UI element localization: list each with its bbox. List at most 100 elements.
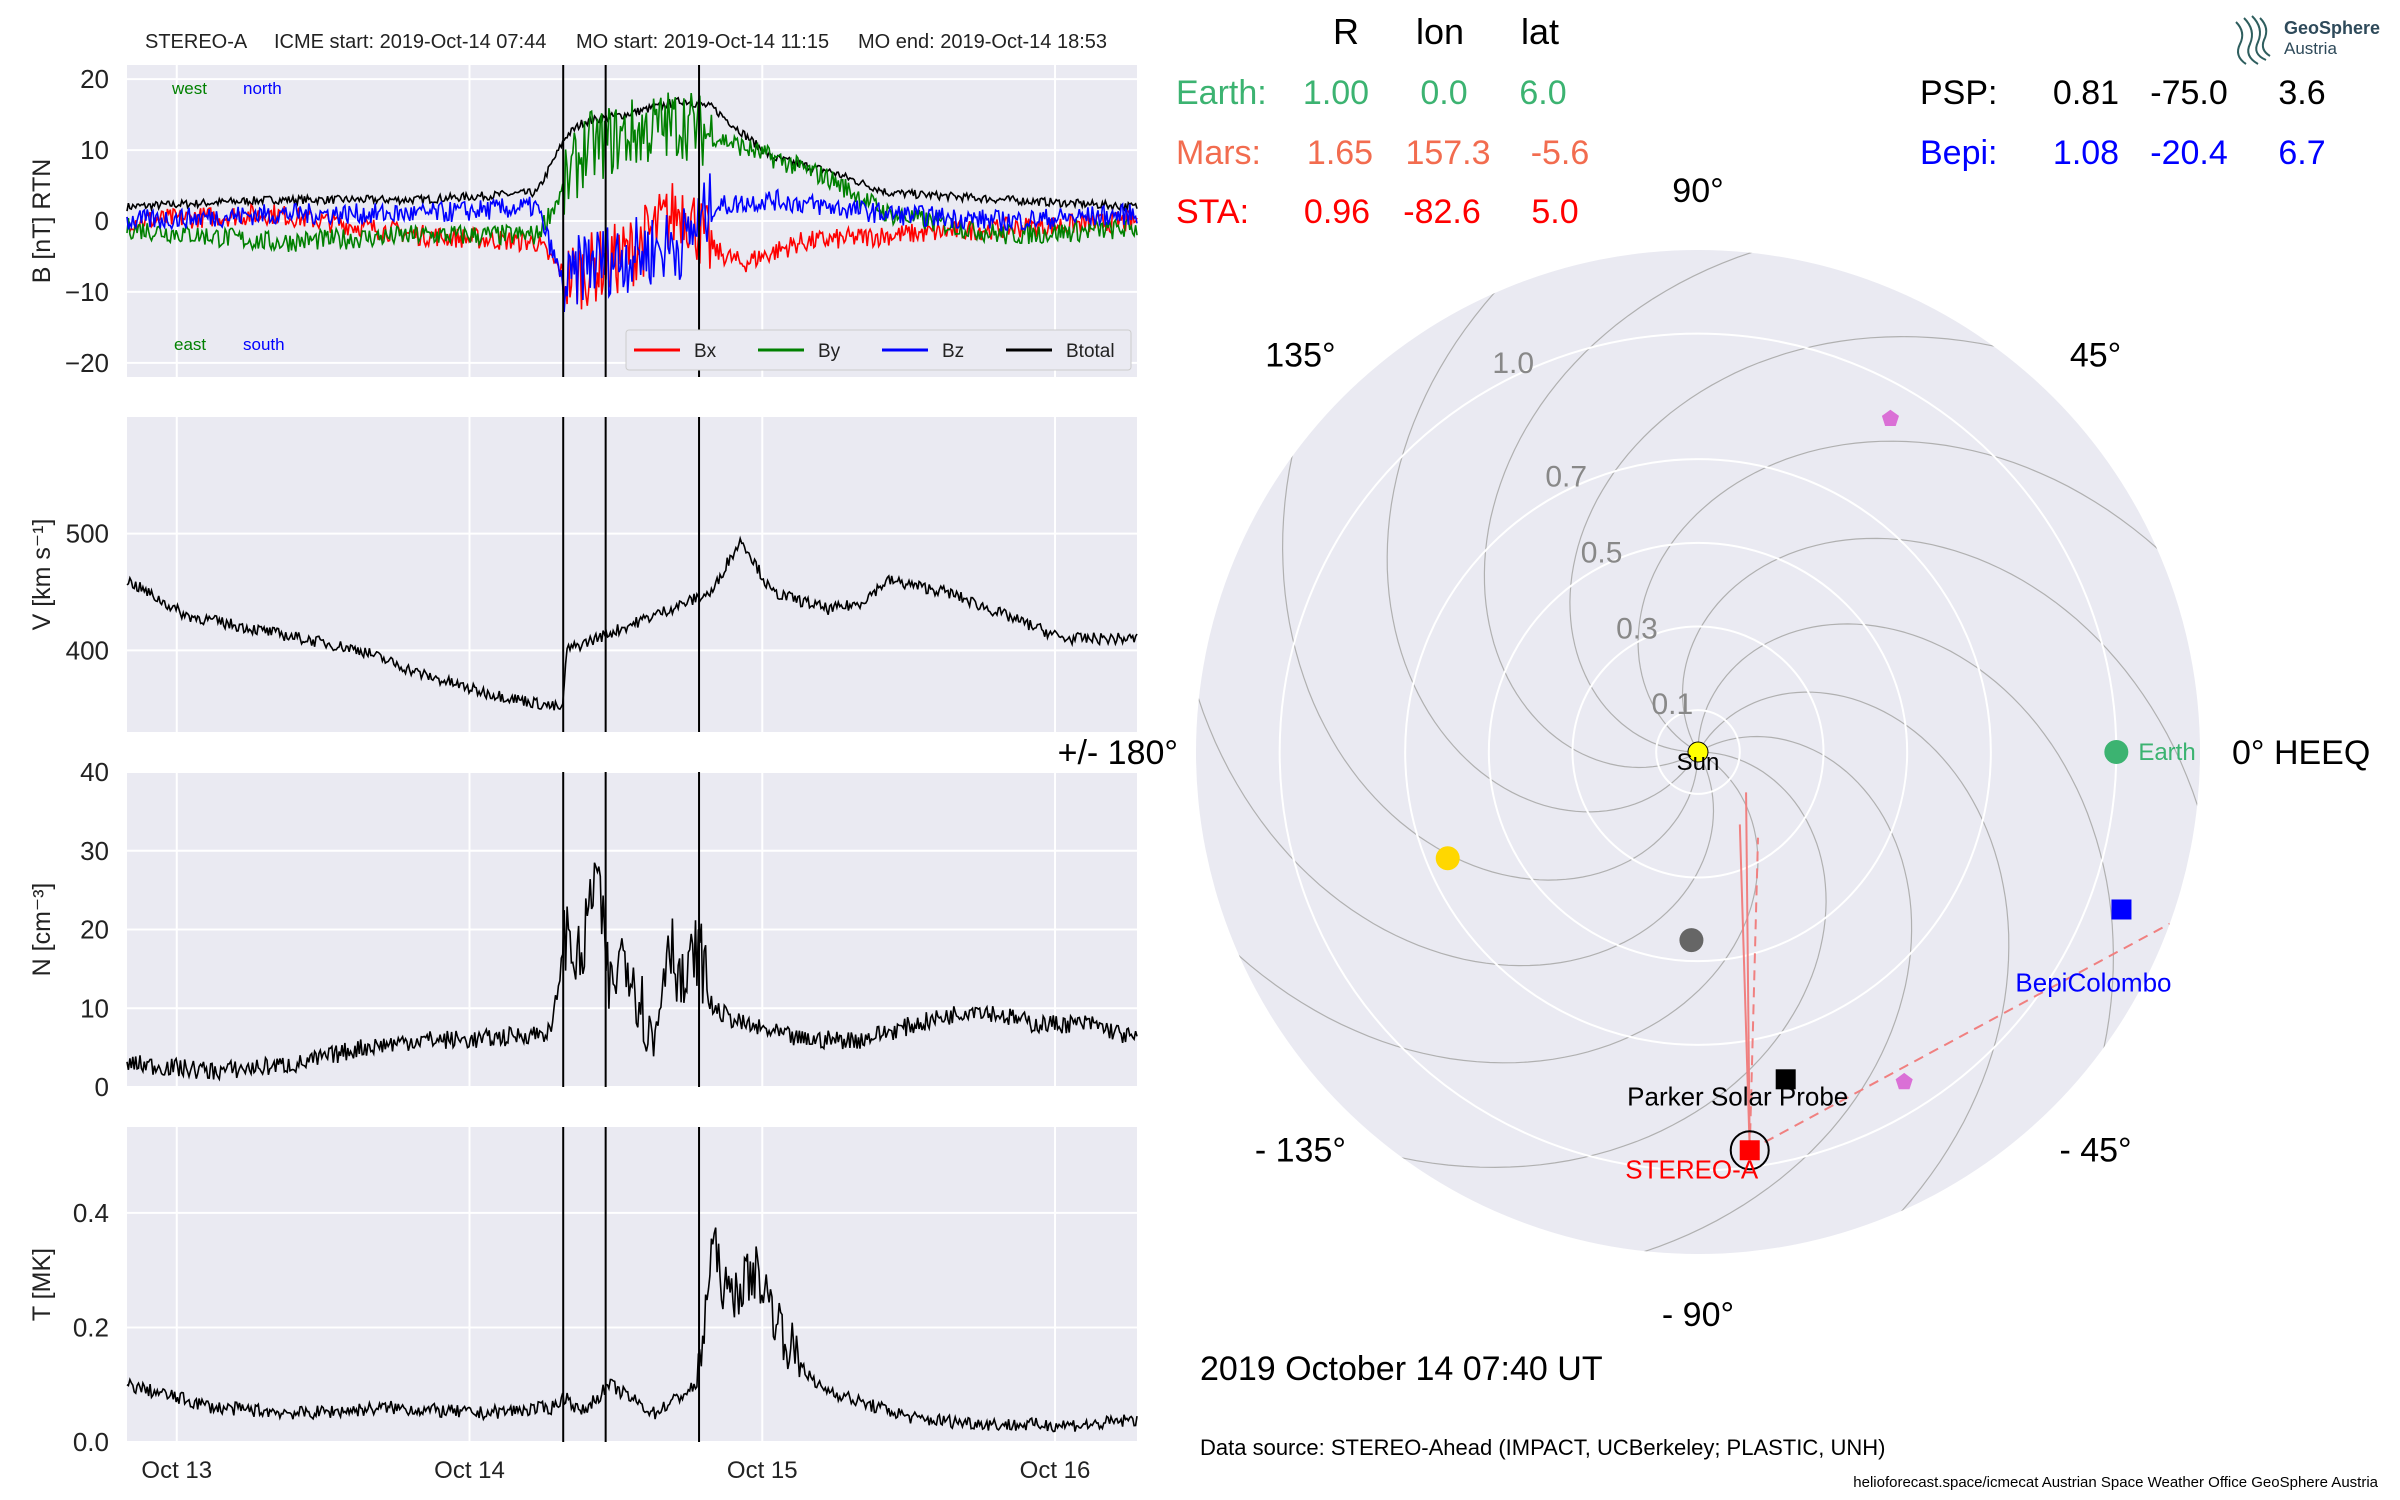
y-tick-label: 0 (95, 1072, 109, 1102)
series-line-bx (126, 183, 1138, 310)
marker-unlabeled (1435, 846, 1460, 871)
panel-3: 0.4 0.2 0.0 T [MK] (28, 1127, 1138, 1457)
y-tick-label: 0.4 (73, 1198, 109, 1228)
row-bepi-r: 1.08 (2053, 134, 2119, 172)
date-label: 2019 October 14 07:40 UT (1200, 1350, 1603, 1388)
y-tick-label: 30 (80, 836, 109, 866)
body-label-stereo-a: STEREO-A (1625, 1154, 1759, 1184)
angle-label: - 135° (1255, 1132, 1346, 1170)
row-bepi-lat: 6.7 (2278, 134, 2325, 172)
y-tick-label: 20 (80, 64, 109, 94)
geosphere-logo: GeoSphere Austria (2235, 15, 2380, 65)
east-label: east (174, 335, 206, 354)
y-tick-label: 400 (66, 635, 109, 665)
marker-sun (1687, 741, 1709, 763)
marker-pentagon (1895, 1072, 1913, 1090)
table-header-lat: lat (1521, 11, 1559, 52)
y-tick-label: 0 (95, 206, 109, 236)
panel-v-bg (127, 417, 1137, 732)
logo-line2: Austria (2284, 39, 2337, 58)
body-label-psp: Parker Solar Probe (1627, 1081, 1848, 1111)
marker-pentagon (1881, 409, 1899, 426)
logo-swirl-icon (2235, 15, 2271, 65)
y-tick-label: −10 (65, 277, 109, 307)
panel-2: 40 30 20 10 0 N [cm⁻³] (28, 757, 1138, 1102)
spiral-line (1386, 250, 1699, 813)
angle-label: 0° HEEQ (2232, 734, 2370, 772)
parker-spirals (1196, 250, 2200, 1254)
angle-label: 90° (1672, 172, 1723, 210)
mo-start-label: MO start: 2019-Oct-14 11:15 (576, 31, 829, 53)
series-line-t (126, 1227, 1138, 1433)
y-tick-label: 0.0 (73, 1427, 109, 1457)
y-tick-label: 10 (80, 135, 109, 165)
marker-stereo-a (1739, 1140, 1760, 1161)
x-tick-label: Oct 15 (727, 1457, 798, 1484)
data-source-label: Data source: STEREO-Ahead (IMPACT, UCBer… (1200, 1435, 1885, 1460)
radial-label: 0.1 (1651, 688, 1693, 721)
row-bepi-lon: -20.4 (2150, 134, 2228, 172)
polar-plot: 0.1 0.3 0.5 0.7 1.0 90° 45° 0° HEEQ - 45° - 90° - … (1058, 172, 2371, 1334)
y-axis-label: T [MK] (28, 1248, 56, 1321)
panel-0: 20 10 0 −10 −20 B [nT] RTN (28, 64, 1138, 378)
spiral-line (1681, 537, 2200, 907)
spiral-line (1697, 623, 2115, 1147)
sta-ring (1729, 1130, 1770, 1171)
spiral-line (1483, 250, 1853, 769)
y-axis-label: B [nT] RTN (28, 159, 56, 284)
y-tick-label: 40 (80, 757, 109, 787)
series-line-n (126, 862, 1138, 1082)
panel-t-bg (127, 1127, 1137, 1442)
credits-label: helioforecast.space/icmecat Austrian Spa… (1853, 1474, 2378, 1491)
legend-label-by: By (818, 341, 841, 362)
radial-label: 0.7 (1545, 461, 1587, 494)
y-axis-label: N [cm⁻³] (28, 883, 56, 977)
north-label: north (243, 79, 282, 98)
x-tick-label: Oct 14 (434, 1457, 505, 1484)
y-tick-label: −20 (65, 348, 109, 378)
angle-label: 135° (1265, 336, 1335, 374)
south-label: south (243, 335, 285, 354)
body-label-bepi: BepiColombo (2015, 967, 2171, 997)
time-series-panels: 20 10 0 −10 −20 B [nT] RTN 500 400 V [km s⁻¹] 40 3… (28, 64, 1138, 1484)
row-mars-r: 1.65 (1307, 134, 1373, 172)
position-table: R lon lat Earth: 1.00 0.0 6.0 Mars: 1.65… (1176, 11, 2326, 231)
legend-box (625, 329, 1132, 371)
angle-label: +/- 180° (1058, 734, 1178, 772)
radial-circle (1404, 458, 1992, 1046)
spiral-line (1569, 335, 2093, 753)
row-earth-lon: 0.0 (1420, 74, 1467, 112)
row-bepi-name: Bepi: (1920, 134, 1998, 172)
row-mars-lon: 157.3 (1405, 134, 1490, 172)
sta-fov-line (1748, 837, 1759, 1151)
radial-circle (1655, 709, 1741, 795)
spiral-line (1697, 691, 2010, 1254)
row-psp-lon: -75.0 (2150, 74, 2228, 112)
body-label-earth: Earth (2138, 739, 2195, 766)
y-axis-label: V [km s⁻¹] (28, 519, 56, 631)
spacecraft-label: STEREO-A (145, 31, 248, 53)
marker-earth (2104, 740, 2129, 764)
radial-label: 1.0 (1492, 347, 1534, 380)
radial-label: 0.5 (1581, 536, 1623, 569)
radial-circle (1487, 541, 1909, 963)
series-line-by (126, 92, 1138, 253)
mo-end-label: MO end: 2019-Oct-14 18:53 (858, 31, 1107, 53)
row-psp-name: PSP: (1920, 74, 1997, 112)
row-mars-lat: -5.6 (1531, 134, 1590, 172)
sta-fov-line (1749, 922, 2171, 1152)
x-tick-label: Oct 13 (141, 1457, 212, 1484)
y-tick-label: 20 (80, 915, 109, 945)
angle-label: - 45° (2059, 1132, 2131, 1170)
row-mars-name: Mars: (1176, 134, 1261, 172)
legend-label-btotal: Btotal (1066, 341, 1115, 362)
spiral-line (1637, 440, 2200, 753)
angle-label: 45° (2070, 336, 2121, 374)
sta-fov-line (1745, 792, 1751, 1151)
row-psp-r: 0.81 (2053, 74, 2119, 112)
row-psp-lat: 3.6 (2278, 74, 2325, 112)
body-label-sun: Sun (1677, 749, 1720, 776)
y-tick-label: 500 (66, 519, 109, 549)
row-sta-lon: -82.6 (1403, 193, 1481, 231)
